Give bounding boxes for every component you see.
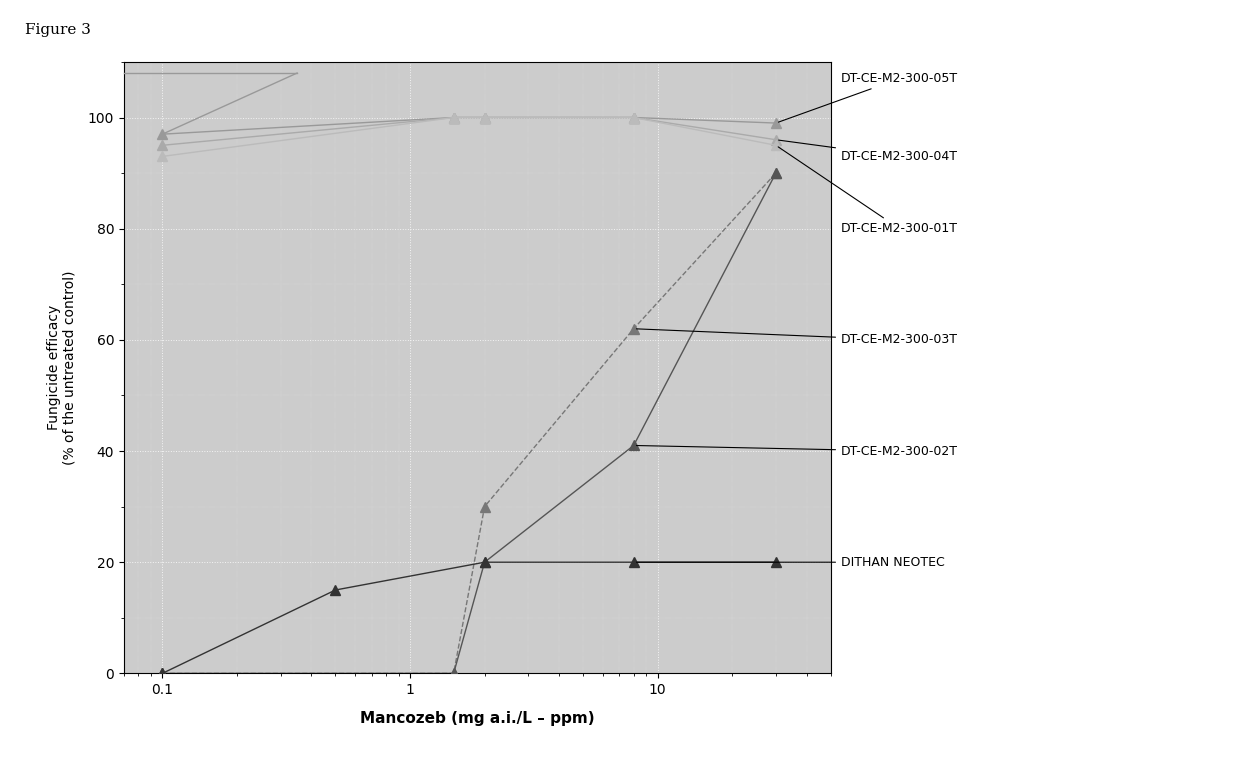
Text: DT-CE-M2-300-02T: DT-CE-M2-300-02T	[636, 444, 959, 457]
Text: DT-CE-M2-300-01T: DT-CE-M2-300-01T	[779, 147, 959, 235]
Text: DT-CE-M2-300-03T: DT-CE-M2-300-03T	[636, 329, 959, 346]
Text: DT-CE-M2-300-05T: DT-CE-M2-300-05T	[779, 72, 959, 122]
Text: Figure 3: Figure 3	[25, 23, 91, 37]
Text: DT-CE-M2-300-04T: DT-CE-M2-300-04T	[779, 140, 959, 163]
Y-axis label: Fungicide efficacy
(% of the untreated control): Fungicide efficacy (% of the untreated c…	[47, 270, 77, 465]
X-axis label: Mancozeb (mg a.i./L – ppm): Mancozeb (mg a.i./L – ppm)	[360, 711, 595, 726]
Text: DITHAN NEOTEC: DITHAN NEOTEC	[636, 556, 945, 569]
